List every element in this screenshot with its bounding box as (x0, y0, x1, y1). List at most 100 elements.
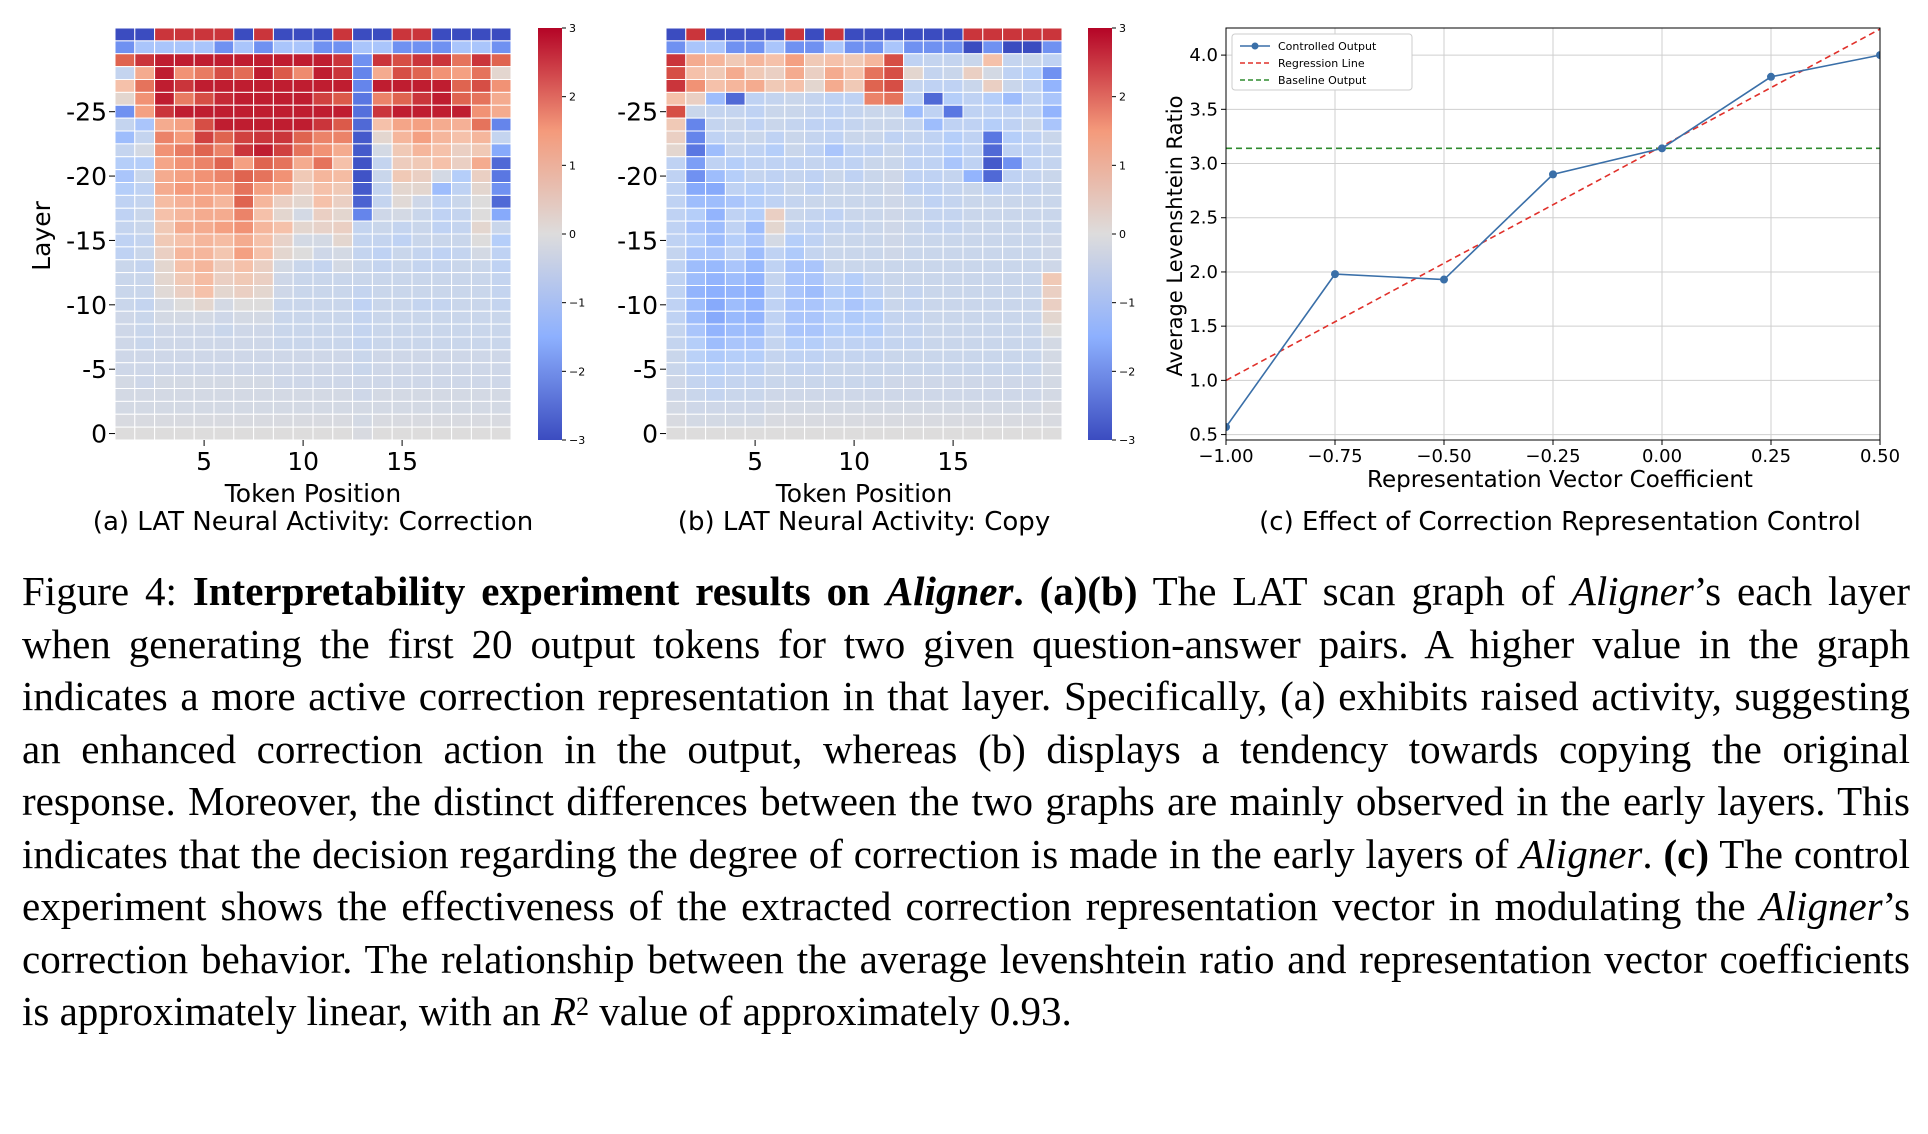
heatmap-cell (371, 426, 393, 441)
heatmap-cell (843, 104, 865, 119)
heatmap-cell (352, 426, 373, 441)
heatmap-cell (213, 297, 235, 312)
heatmap-cell (843, 79, 865, 93)
heatmap-cell (922, 297, 944, 312)
heatmap-cell (253, 143, 274, 158)
x-tick-label: 10 (287, 447, 319, 476)
heatmap-cell (744, 246, 766, 261)
heatmap-cell (213, 182, 235, 196)
heatmap-cell (451, 413, 472, 428)
heatmap-cell (312, 66, 334, 80)
heatmap-cell (685, 285, 707, 299)
heatmap-cell (1041, 130, 1063, 145)
heatmap-cell (883, 130, 905, 145)
heatmap-cell (292, 117, 314, 132)
heatmap-cell (193, 400, 215, 415)
heatmap-cell (764, 66, 786, 80)
heatmap-cell (1041, 233, 1063, 248)
heatmap-cell (843, 27, 865, 42)
x-tick-label: 10 (838, 447, 870, 476)
heatmap-cell (173, 117, 195, 132)
heatmap-cell (233, 169, 255, 183)
legend-box (1231, 33, 1413, 91)
heatmap-cell (982, 27, 1004, 42)
heatmap-cell (292, 362, 314, 377)
heatmap-cell (332, 375, 354, 389)
legend-label: Regression Line (1278, 57, 1365, 70)
heatmap-cell (173, 349, 195, 364)
heatmap-cell (903, 91, 924, 106)
heatmap-cell (922, 143, 944, 158)
heatmap-cell (665, 66, 687, 80)
heatmap-cell (312, 426, 334, 441)
heatmap-cell (982, 336, 1004, 351)
heatmap-cell (292, 246, 314, 261)
heatmap-cell (685, 413, 707, 428)
caption-title-1: Interpretability experiment results on (192, 568, 886, 614)
heatmap-cell (233, 246, 255, 261)
heatmap-cell (942, 117, 964, 132)
heatmap-cell (173, 362, 195, 377)
heatmap-cell (942, 285, 964, 299)
heatmap-cell (332, 400, 354, 415)
heatmap-cell (982, 259, 1004, 274)
heatmap-cell (863, 117, 885, 132)
heatmap-cell (883, 349, 905, 364)
heatmap-cell (804, 336, 825, 351)
heatmap-cell (470, 233, 492, 248)
heatmap-cell (490, 130, 512, 145)
heatmap-cell (1002, 117, 1023, 132)
heatmap-cell (451, 117, 472, 132)
heatmap-cell (411, 285, 433, 299)
data-point (1440, 275, 1448, 284)
heatmap-cell (962, 104, 984, 119)
colorbar-tick-label: 3 (569, 22, 576, 35)
heatmap-cell (114, 349, 136, 364)
heatmap-cell (352, 40, 373, 55)
heatmap-cell (1041, 375, 1063, 389)
heatmap-cell (1021, 117, 1043, 132)
heatmap-cell (352, 310, 373, 325)
heatmap-cell (451, 272, 472, 286)
heatmap-cell (665, 362, 687, 377)
heatmap-cell (134, 117, 156, 132)
heatmap-cell (391, 53, 413, 68)
heatmap-cell (942, 182, 964, 196)
heatmap-cell (665, 53, 687, 68)
heatmap-cell (233, 53, 255, 68)
heatmap-cell (1002, 426, 1023, 441)
heatmap-cell (863, 272, 885, 286)
heatmap-cell (173, 272, 195, 286)
heatmap-cell (292, 27, 314, 42)
heatmap-cell (1041, 117, 1063, 132)
heatmap-cell (685, 156, 707, 171)
heatmap-cell (332, 91, 354, 106)
heatmap-cell (744, 182, 766, 196)
heatmap-cell (922, 336, 944, 351)
heatmap-cell (391, 388, 413, 402)
heatmap-cell (823, 207, 845, 222)
heatmap-cell (1002, 388, 1023, 402)
heatmap-cell (942, 27, 964, 42)
heatmap-cell (764, 323, 786, 338)
heatmap-cell (451, 66, 472, 80)
heatmap-cell (724, 375, 746, 389)
heatmap-cell (332, 220, 354, 235)
heatmap-cell (1021, 323, 1043, 338)
heatmap-cell (213, 413, 235, 428)
heatmap-cell (154, 388, 175, 402)
heatmap-cell (784, 233, 806, 248)
heatmap-cell (863, 207, 885, 222)
heatmap-cell (1002, 349, 1023, 364)
heatmap-cell (804, 104, 825, 119)
heatmap-cell (1002, 169, 1023, 183)
heatmap-cell (665, 349, 687, 364)
heatmap-cell (272, 233, 294, 248)
heatmap-cell (193, 143, 215, 158)
heatmap-cell (332, 130, 354, 145)
heatmap-cell (193, 104, 215, 119)
heatmap-cell (490, 143, 512, 158)
heatmap-cell (134, 130, 156, 145)
heatmap-cell (154, 91, 175, 106)
heatmap-cell (784, 79, 806, 93)
